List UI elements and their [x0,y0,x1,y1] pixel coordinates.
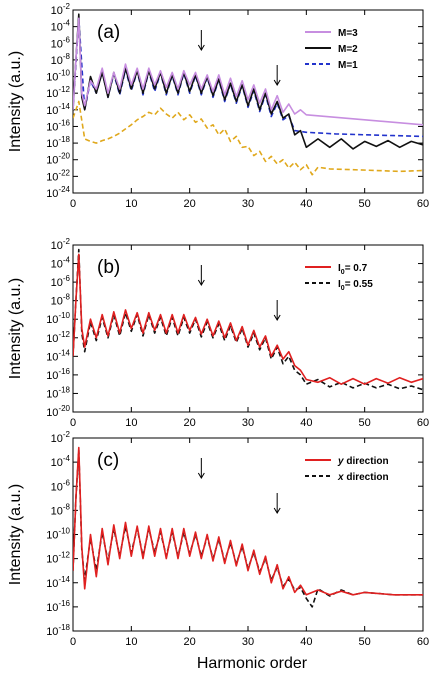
arrow-head [197,472,205,479]
legend-label: M=1 [338,60,358,71]
y-tick-label: 10-2 [51,430,71,445]
series-line-m-3 [73,17,423,126]
x-tick-label: 30 [242,198,254,210]
panel-label: (b) [97,257,120,278]
y-tick-label: 10-4 [51,454,71,469]
x-axis-title: Harmonic order [197,655,308,672]
y-tick-label: 10-4 [51,256,71,271]
series-group [73,13,423,176]
series-line-i0-0-55 [73,248,423,391]
marker-arrow [197,30,205,51]
y-tick-label: 10-12 [46,551,70,566]
y-tick-label: 10-2 [51,237,71,252]
marker-arrow [273,493,281,514]
panel-label: (c) [97,450,119,471]
series-group [73,446,423,608]
y-tick-label: 10-22 [46,168,70,183]
x-tick-label: 30 [242,417,254,429]
y-tick-label: 10-12 [46,330,70,345]
y-axis-title: Intensity (a.u.) [7,51,24,152]
y-tick-label: 10-8 [51,502,71,517]
panel-b: 0 10 20 30 40 50 60 10-2 10-4 10-6 10-8 10-10 10-12 1… [7,237,429,429]
y-tick-label: 10-8 [51,52,71,67]
y-tick-label: 10-20 [46,404,70,419]
panel-c: 0 10 20 30 40 50 60 10-2 10-4 10-6 10-8 10-10 10-12 1… [7,430,429,648]
y-tick-label: 10-16 [46,118,70,133]
y-tick-label: 10-14 [46,348,70,363]
arrow-head [273,507,281,514]
y-tick-label: 10-14 [46,575,70,590]
arrow-head [197,279,205,286]
y-tick-label: 10-24 [46,185,70,200]
y-tick-label: 10-8 [51,293,71,308]
series-line-m-1 [73,17,423,138]
x-tick-label: 50 [359,198,371,210]
marker-arrow [197,458,205,479]
x-tick-label: 0 [70,636,76,648]
x-tick-label: 50 [359,636,371,648]
legend: I0= 0.7 I0= 0.55 [305,263,373,292]
y-tick-label: 10-20 [46,152,70,167]
plot-frame [72,9,424,194]
marker-arrow [273,300,281,321]
y-tick-label: 10-6 [51,274,71,289]
x-tick-label: 40 [300,636,312,648]
y-tick-label: 10-14 [46,102,70,117]
x-tick-label: 10 [125,198,137,210]
y-tick-label: 10-12 [46,85,70,100]
legend-label: I0= 0.7 [338,263,368,276]
marker-arrow [273,65,281,86]
panel-label: (a) [97,22,120,43]
y-tick-label: 10-18 [46,385,70,400]
x-tick-label: 30 [242,636,254,648]
x-tick-label: 10 [125,636,137,648]
x-tick-label: 0 [70,198,76,210]
y-tick-label: 10-10 [46,527,70,542]
legend-label: M=2 [338,44,358,55]
y-axis-title: Intensity (a.u.) [7,484,24,585]
y-tick-label: 10-18 [46,135,70,150]
y-tick-label: 10-18 [46,623,70,638]
series-group [73,248,423,391]
legend-label: M=3 [338,28,358,39]
x-tick-label: 60 [417,417,429,429]
y-tick-label: 10-16 [46,599,70,614]
legend: M=3 M=2 M=1 [305,28,358,71]
series-line-unlabeled [73,100,423,176]
series-line-i0-0-7 [73,253,423,385]
arrow-head [273,314,281,321]
legend-label: I0= 0.55 [338,279,373,292]
x-tick-label: 60 [417,198,429,210]
x-tick-label: 50 [359,417,371,429]
y-tick-label: 10-2 [51,2,71,17]
y-tick-label: 10-6 [51,35,71,50]
marker-arrow [197,265,205,286]
y-tick-label: 10-4 [51,19,71,34]
x-tick-label: 40 [300,417,312,429]
legend-label: x direction [337,472,389,483]
x-tick-label: 10 [125,417,137,429]
x-tick-label: 20 [184,636,196,648]
arrow-head [197,44,205,51]
y-tick-label: 10-10 [46,311,70,326]
x-tick-label: 40 [300,198,312,210]
x-tick-label: 20 [184,198,196,210]
series-line-y-direction [73,446,423,596]
plot-frame [72,244,424,413]
arrow-head [273,79,281,86]
y-tick-label: 10-16 [46,367,70,382]
y-axis-title: Intensity (a.u.) [7,278,24,379]
x-tick-label: 0 [70,417,76,429]
legend: y direction x direction [305,456,389,483]
x-tick-label: 60 [417,636,429,648]
x-tick-label: 20 [184,417,196,429]
y-tick-label: 10-10 [46,69,70,84]
legend-label: y direction [337,456,389,467]
y-tick-label: 10-6 [51,478,71,493]
